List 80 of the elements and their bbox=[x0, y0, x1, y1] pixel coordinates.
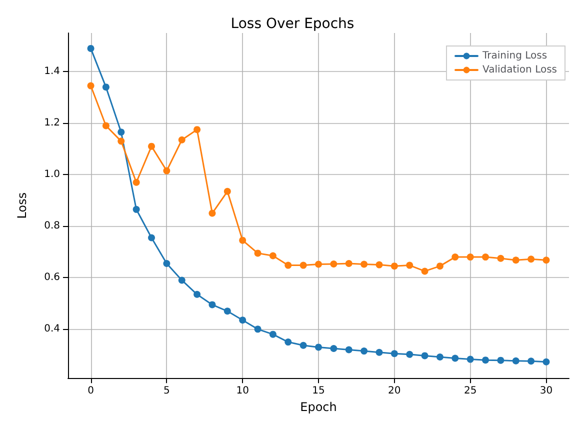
point bbox=[482, 356, 489, 364]
point bbox=[345, 346, 352, 354]
point bbox=[178, 276, 186, 284]
y-axis-title: Loss bbox=[15, 192, 29, 219]
point bbox=[360, 260, 368, 268]
point bbox=[452, 354, 459, 362]
point bbox=[376, 261, 383, 268]
legend-label: Training Loss bbox=[482, 50, 548, 62]
point bbox=[208, 210, 216, 217]
point bbox=[118, 128, 125, 136]
point bbox=[87, 44, 94, 52]
point bbox=[390, 350, 398, 358]
point bbox=[224, 308, 231, 315]
point bbox=[224, 188, 231, 195]
point bbox=[178, 136, 186, 144]
point bbox=[406, 262, 414, 269]
point bbox=[421, 352, 428, 360]
point bbox=[132, 178, 140, 186]
point bbox=[436, 353, 444, 360]
x-tick-label: 20 bbox=[388, 386, 401, 397]
legend-label: Validation Loss bbox=[482, 64, 558, 76]
point bbox=[148, 234, 155, 242]
point bbox=[208, 301, 216, 308]
x-tick-label: 25 bbox=[464, 386, 477, 397]
point bbox=[300, 342, 307, 349]
point bbox=[118, 138, 125, 145]
point bbox=[360, 348, 368, 355]
point bbox=[390, 262, 398, 270]
y-tick-label: 1.2 bbox=[44, 118, 60, 129]
point bbox=[497, 254, 504, 262]
point bbox=[194, 126, 201, 134]
point bbox=[132, 206, 140, 213]
point bbox=[497, 356, 504, 364]
point bbox=[284, 338, 292, 346]
point bbox=[528, 256, 535, 263]
point bbox=[315, 260, 322, 268]
x-tick-label: 30 bbox=[540, 386, 553, 397]
point bbox=[284, 262, 292, 269]
x-axis-title: Epoch bbox=[300, 400, 337, 414]
y-tick-label: 0.6 bbox=[44, 272, 60, 284]
point bbox=[254, 326, 262, 333]
point bbox=[87, 82, 94, 90]
y-tick-label: 1.0 bbox=[44, 169, 60, 180]
point bbox=[300, 262, 307, 269]
point bbox=[436, 262, 444, 270]
point bbox=[512, 357, 520, 364]
point bbox=[239, 316, 246, 324]
point bbox=[466, 254, 474, 261]
y-tick-label: 0.4 bbox=[44, 324, 60, 335]
y-tick-label: 1.4 bbox=[44, 66, 60, 78]
point bbox=[421, 268, 428, 275]
point bbox=[406, 350, 414, 358]
point bbox=[102, 122, 110, 130]
point bbox=[254, 250, 262, 257]
point bbox=[239, 236, 246, 244]
x-tick-label: 5 bbox=[163, 386, 170, 397]
point bbox=[148, 142, 155, 150]
point bbox=[376, 348, 383, 356]
point bbox=[315, 344, 322, 351]
point bbox=[482, 254, 489, 261]
x-tick-label: 10 bbox=[236, 386, 249, 397]
point bbox=[163, 167, 170, 174]
point bbox=[542, 256, 550, 264]
point bbox=[542, 358, 550, 366]
x-tick-label: 0 bbox=[88, 386, 94, 397]
point bbox=[194, 290, 201, 298]
point bbox=[345, 260, 352, 267]
point bbox=[512, 256, 520, 264]
point bbox=[452, 254, 459, 261]
point bbox=[102, 84, 110, 91]
point bbox=[330, 260, 338, 268]
y-tick-label: 0.8 bbox=[44, 220, 60, 232]
point bbox=[466, 356, 474, 363]
chart-title: Loss Over Epochs bbox=[230, 16, 354, 32]
point bbox=[163, 260, 170, 267]
point bbox=[269, 252, 276, 260]
point bbox=[528, 358, 535, 365]
point bbox=[269, 330, 276, 338]
point bbox=[330, 344, 338, 352]
x-tick-label: 15 bbox=[312, 386, 325, 397]
